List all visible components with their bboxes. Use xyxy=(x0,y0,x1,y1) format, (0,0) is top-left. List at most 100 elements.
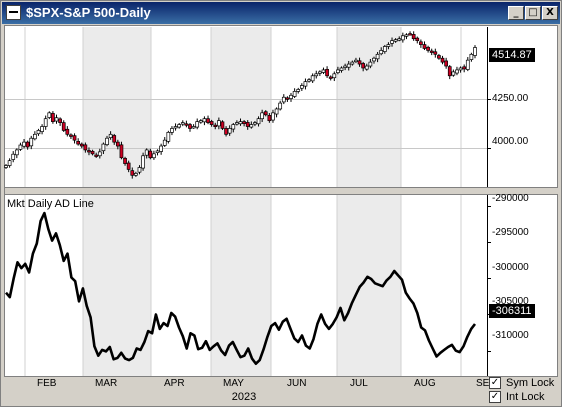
candle-body xyxy=(303,81,308,87)
candle-body xyxy=(390,40,394,44)
candle-body xyxy=(191,126,196,129)
candle-body xyxy=(195,121,200,128)
candle-body xyxy=(119,144,124,159)
ad-y-tick-305000: -305000 xyxy=(492,296,529,307)
candle-body xyxy=(54,117,59,122)
candle-body xyxy=(217,120,221,127)
candle-body xyxy=(339,67,344,71)
candle-body xyxy=(58,118,62,123)
month-band xyxy=(211,27,271,376)
candle-body xyxy=(415,37,420,42)
candle-body xyxy=(69,134,73,137)
candle-body xyxy=(206,118,210,123)
candle-body xyxy=(137,167,142,173)
candle-body xyxy=(83,144,88,151)
candle-body xyxy=(101,143,106,152)
candle-body xyxy=(166,132,171,142)
candle-body xyxy=(437,55,441,59)
candle-body xyxy=(123,157,127,164)
candle-body xyxy=(213,124,218,127)
candle-body xyxy=(397,38,402,41)
candle-body xyxy=(307,79,311,82)
candle-body xyxy=(4,165,8,168)
candle-body xyxy=(285,97,290,100)
candle-body xyxy=(368,61,373,67)
maximize-button[interactable]: □ xyxy=(525,6,541,20)
candle-body xyxy=(267,115,272,122)
candle-body xyxy=(202,118,207,123)
candle-body xyxy=(61,122,66,131)
candle-body xyxy=(76,140,81,145)
sym-lock-label: Sym Lock xyxy=(506,377,555,389)
candle-body xyxy=(90,150,95,155)
candle-body xyxy=(126,162,131,170)
ad-y-tick-310000: -310000 xyxy=(492,330,529,341)
candle-body xyxy=(144,149,149,156)
candle-body xyxy=(227,128,232,134)
candle-body xyxy=(22,141,26,147)
candle-body xyxy=(18,144,23,150)
close-button[interactable]: X xyxy=(542,6,558,20)
candle-body xyxy=(51,113,55,122)
candle-body xyxy=(108,133,113,138)
minimize-button[interactable]: _ xyxy=(508,6,524,20)
candle-body xyxy=(281,96,286,103)
candle-body xyxy=(155,150,160,154)
month-label-may: MAY xyxy=(223,378,244,389)
candle-body xyxy=(314,73,319,77)
candle-body xyxy=(455,69,459,74)
int-lock-checkbox[interactable]: ✓ xyxy=(489,391,501,403)
month-label-aug: AUG xyxy=(414,378,436,389)
panel-separator xyxy=(5,187,558,195)
candle-body xyxy=(343,65,347,68)
candle-body xyxy=(400,35,405,41)
candle-body xyxy=(447,66,452,77)
candle-body xyxy=(422,44,427,49)
candle-body xyxy=(292,91,297,97)
candle-body xyxy=(444,60,448,67)
candle-body xyxy=(177,124,182,128)
sym-lock-checkbox[interactable]: ✓ xyxy=(489,377,501,389)
candle-body xyxy=(321,69,326,73)
candle-body xyxy=(364,65,369,70)
candle-body xyxy=(141,155,145,169)
ad-line-series xyxy=(5,211,477,365)
month-label-sep: SE xyxy=(476,378,490,389)
candle-body xyxy=(346,63,351,68)
candle-body xyxy=(372,57,376,62)
month-label-jul: JUL xyxy=(350,378,368,389)
month-label-apr: APR xyxy=(164,378,185,389)
candle-body xyxy=(231,124,236,130)
candle-body xyxy=(245,122,250,127)
candle-body xyxy=(97,151,102,157)
candle-body xyxy=(152,153,156,159)
candle-body xyxy=(310,75,315,82)
candle-body xyxy=(256,118,261,125)
candle-body xyxy=(318,71,322,74)
candle-body xyxy=(242,121,246,124)
candle-body xyxy=(220,121,225,129)
title-bar[interactable]: $SPX-S&P 500-Daily _ □ X xyxy=(2,2,560,24)
month-label-feb: FEB xyxy=(37,378,57,389)
candle-body xyxy=(296,89,301,92)
candle-body xyxy=(354,59,358,63)
candle-body xyxy=(465,59,470,70)
candle-body xyxy=(173,126,178,129)
candle-body xyxy=(94,154,99,157)
candle-body xyxy=(462,66,467,70)
candle-body xyxy=(33,133,37,140)
candle-body xyxy=(361,63,366,69)
price-last-value: 4514.87 xyxy=(489,48,535,62)
candle-body xyxy=(458,67,463,71)
month-label-mar: MAR xyxy=(95,378,118,389)
candle-body xyxy=(328,76,333,79)
candle-body xyxy=(379,50,384,55)
candle-body xyxy=(47,112,52,118)
candle-body xyxy=(29,137,34,147)
ad-y-tick-295000: -295000 xyxy=(492,227,529,238)
indicator-label: Mkt Daily AD Line xyxy=(7,198,94,210)
candle-body xyxy=(224,128,228,135)
candle-body xyxy=(404,34,409,37)
price-y-tick-4250: 4250.00 xyxy=(492,93,529,104)
